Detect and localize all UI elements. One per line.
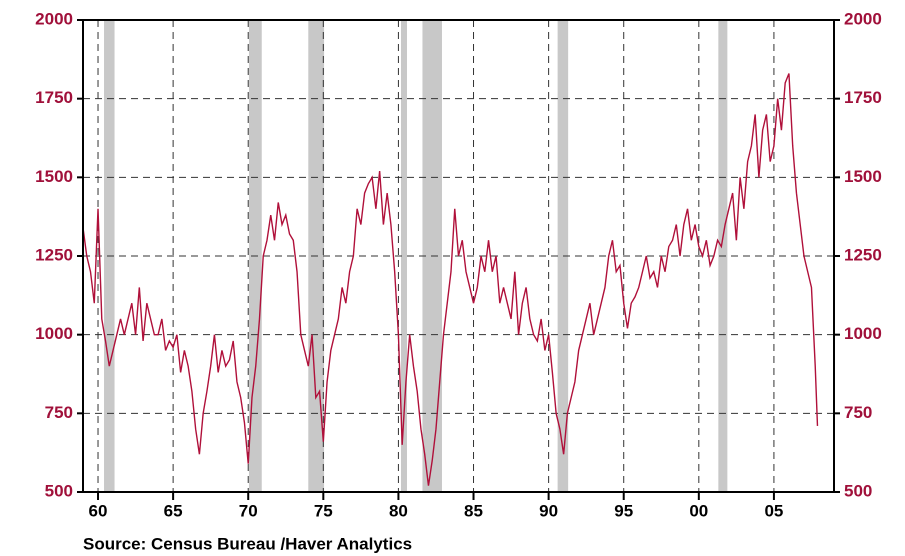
x-tick-label: 90 bbox=[539, 501, 558, 520]
y-tick-label: 1750 bbox=[35, 88, 73, 107]
y-tick-label: 500 bbox=[45, 481, 73, 500]
plot-frame bbox=[82, 19, 835, 493]
y2-tick-label: 750 bbox=[844, 403, 872, 422]
x-tick-label: 05 bbox=[764, 501, 783, 520]
data-line bbox=[82, 73, 819, 486]
x-tick-label: 65 bbox=[164, 501, 183, 520]
source-note: Source: Census Bureau /Haver Analytics bbox=[83, 534, 412, 553]
recession-band bbox=[400, 20, 407, 492]
y-tick-label: 2000 bbox=[35, 9, 73, 28]
recession-band bbox=[557, 20, 569, 492]
x-tick-label: 75 bbox=[314, 501, 333, 520]
y-tick-label: 1250 bbox=[35, 245, 73, 264]
y2-tick-label: 1250 bbox=[844, 245, 882, 264]
x-tick-label: 70 bbox=[239, 501, 258, 520]
y-tick-label: 1500 bbox=[35, 167, 73, 186]
x-tick-label: 80 bbox=[389, 501, 408, 520]
y2-tick-label: 1000 bbox=[844, 324, 882, 343]
x-tick-label: 85 bbox=[464, 501, 483, 520]
y-tick-label: 1000 bbox=[35, 324, 73, 343]
x-tick-label: 00 bbox=[689, 501, 708, 520]
x-tick-label: 60 bbox=[89, 501, 108, 520]
y2-tick-label: 2000 bbox=[844, 9, 882, 28]
x-tick-label: 95 bbox=[614, 501, 633, 520]
y-tick-label: 750 bbox=[45, 403, 73, 422]
y2-tick-label: 1750 bbox=[844, 88, 882, 107]
y2-tick-label: 1500 bbox=[844, 167, 882, 186]
y2-tick-label: 500 bbox=[844, 481, 872, 500]
